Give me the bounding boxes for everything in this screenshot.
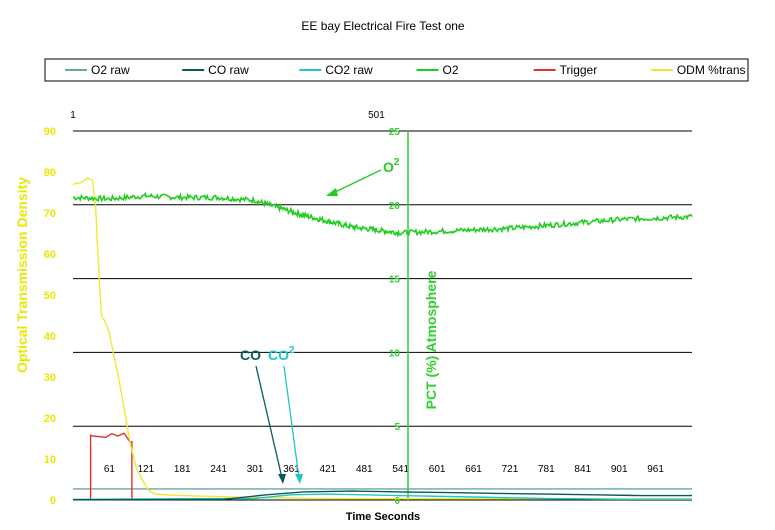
x-tick-label: 601 — [429, 464, 446, 475]
y-tick-label: 80 — [44, 167, 56, 179]
x-tick-label: 121 — [137, 464, 154, 475]
annotation-co: CO — [240, 347, 261, 363]
series-line-co-raw — [72, 490, 692, 501]
y2-tick-label: 25 — [389, 127, 401, 138]
annotation-co2-arrowhead — [295, 474, 303, 484]
x-tick-label: 541 — [392, 464, 409, 475]
series-line-o2 — [72, 191, 693, 238]
y-ticks: 0 10 20 30 40 50 60 70 80 90 — [44, 126, 56, 507]
x-tick-label: 241 — [210, 464, 227, 475]
x-tick-label: 781 — [538, 464, 555, 475]
legend-label: Trigger — [560, 63, 598, 77]
annotation-co-arrowhead — [278, 474, 286, 484]
y-tick-label: 10 — [44, 454, 56, 466]
series-line-odm-trans — [72, 177, 692, 500]
x-tick-label: 721 — [502, 464, 519, 475]
annotation-o2: O2 — [383, 157, 400, 175]
y-tick-label: 60 — [44, 249, 56, 261]
x-tick-label: 961 — [647, 464, 664, 475]
x-tick-label: 421 — [320, 464, 337, 475]
y-tick-label: 50 — [44, 290, 56, 302]
x-tick-label: 301 — [247, 464, 264, 475]
y-tick-label: 40 — [44, 331, 56, 343]
plot-area — [73, 131, 692, 500]
legend-label: CO2 raw — [325, 63, 373, 77]
legend-label: ODM %trans — [677, 63, 746, 77]
y-axis-label: Optical Transmission Density — [14, 177, 30, 373]
legend-label: CO raw — [208, 63, 249, 77]
legend-box — [44, 58, 749, 82]
x-tick-label: 361 — [283, 464, 300, 475]
annotations: O2 CO CO2 — [240, 157, 400, 484]
y2-ticks: 0 5 10 15 20 25 — [389, 127, 401, 507]
x-tick-label: 181 — [174, 464, 191, 475]
y-tick-label: 30 — [44, 372, 56, 384]
y2-tick-label: 10 — [389, 348, 401, 359]
annotation-co2: CO2 — [268, 345, 295, 363]
annotation-co2-arrow — [283, 365, 300, 479]
y-tick-label: 0 — [50, 495, 56, 507]
annotation-o2-arrow — [332, 169, 382, 194]
y2-tick-label: 20 — [389, 201, 401, 212]
series-line-co2-raw — [72, 493, 692, 500]
gridlines — [73, 130, 692, 427]
chart-title: EE bay Electrical Fire Test one — [301, 19, 465, 33]
y-tick-label: 20 — [44, 413, 56, 425]
y2-tick-label: 15 — [389, 275, 401, 286]
annotation-o2-arrowhead — [326, 188, 338, 196]
x-tick-label: 61 — [104, 464, 116, 475]
annotation-co-arrow — [255, 365, 283, 479]
x-tick-label: 901 — [611, 464, 628, 475]
y2-axis-label: PCT (%) Atmosphere — [423, 270, 439, 409]
legend: O2 raw CO raw CO2 raw O2 Trigger ODM %trans — [65, 63, 746, 77]
legend-label: O2 raw — [91, 63, 130, 77]
x-tick-label: 661 — [465, 464, 482, 475]
y-tick-label: 70 — [44, 208, 56, 220]
x-tick-label: 841 — [574, 464, 591, 475]
series-group — [72, 177, 693, 501]
x-tick-label: 481 — [356, 464, 373, 475]
y2-tick-label: 0 — [394, 496, 400, 507]
series-line-trigger — [89, 432, 133, 500]
y-tick-label: 90 — [44, 126, 56, 138]
top-ticks: 1 501 — [70, 110, 385, 121]
top-tick-label: 501 — [368, 110, 385, 121]
x-axis-label: Time Seconds — [346, 511, 420, 523]
x-ticks: 61 121 181 241 301 361 421 481 541 601 661 721 781 84… — [104, 464, 665, 475]
y2-tick-label: 5 — [394, 422, 400, 433]
legend-label: O2 — [443, 63, 459, 77]
top-tick-label: 1 — [70, 110, 76, 121]
